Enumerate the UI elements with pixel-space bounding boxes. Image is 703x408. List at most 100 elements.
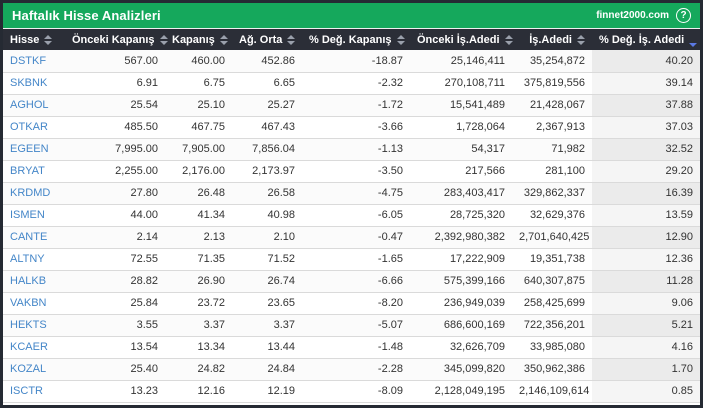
column-header-hisse[interactable]: Hisse xyxy=(3,29,65,50)
value-cell: 37.88 xyxy=(592,94,700,117)
value-cell: 25.84 xyxy=(65,292,165,315)
column-header-onceki-kapanis[interactable]: Önceki Kapanış xyxy=(65,29,168,50)
value-cell: 2,173.97 xyxy=(232,160,302,183)
value-cell: -2.28 xyxy=(302,358,410,381)
value-cell: -1.65 xyxy=(302,248,410,271)
value-cell: 11.28 xyxy=(592,270,700,293)
sort-arrows-icon xyxy=(44,34,53,45)
brand-area: finnet2000.com ? xyxy=(596,8,691,23)
ticker-cell[interactable]: HEKTS xyxy=(3,314,65,337)
value-cell: 26.48 xyxy=(165,182,232,205)
value-cell: 15,541,489 xyxy=(410,94,512,117)
value-cell: 24.84 xyxy=(232,358,302,381)
ticker-cell[interactable]: DSTKF xyxy=(3,50,65,73)
table-body: DSTKF 567.00 460.00 452.86 -18.87 25,146,411 3… xyxy=(3,50,700,403)
table-row: CANTE 2.14 2.13 2.10 -0.47 2,392,980,382 2,701… xyxy=(3,226,700,249)
ticker-cell[interactable]: CANTE xyxy=(3,226,65,249)
sort-arrows-icon xyxy=(219,34,228,45)
table-row: SKBNK 6.91 6.75 6.65 -2.32 270,108,711 375,819… xyxy=(3,72,700,95)
column-header-is-adedi[interactable]: İş.Adedi xyxy=(512,29,592,50)
value-cell: 345,099,820 xyxy=(410,358,512,381)
ticker-cell[interactable]: KCAER xyxy=(3,336,65,359)
value-cell: 375,819,556 xyxy=(512,72,592,95)
value-cell: 32,629,376 xyxy=(512,204,592,227)
table-row: KRDMD 27.80 26.48 26.58 -4.75 283,403,417 329,… xyxy=(3,182,700,205)
table-row: KCAER 13.54 13.34 13.44 -1.48 32,626,709 33,98… xyxy=(3,336,700,359)
column-header-pct-deg-is-adedi[interactable]: % Değ. İş. Adedi xyxy=(592,29,700,50)
ticker-cell[interactable]: BRYAT xyxy=(3,160,65,183)
value-cell: 72.55 xyxy=(65,248,165,271)
value-cell: 1.70 xyxy=(592,358,700,381)
value-cell: 29.20 xyxy=(592,160,700,183)
value-cell: 3.37 xyxy=(165,314,232,337)
value-cell: 467.43 xyxy=(232,116,302,139)
value-cell: 2.14 xyxy=(65,226,165,249)
value-cell: -1.72 xyxy=(302,94,410,117)
ticker-cell[interactable]: HALKB xyxy=(3,270,65,293)
column-header-ag-orta[interactable]: Ağ. Orta xyxy=(232,29,302,50)
value-cell: 24.82 xyxy=(165,358,232,381)
value-cell: 28,725,320 xyxy=(410,204,512,227)
sort-arrows-icon xyxy=(396,34,405,45)
value-cell: 236,949,039 xyxy=(410,292,512,315)
ticker-cell[interactable]: ALTNY xyxy=(3,248,65,271)
column-header-kapanis[interactable]: Kapanış xyxy=(165,29,232,50)
value-cell: 12.16 xyxy=(165,380,232,403)
sort-arrows-icon xyxy=(287,34,296,45)
value-cell: 2.13 xyxy=(165,226,232,249)
value-cell: -6.05 xyxy=(302,204,410,227)
column-label: Ağ. Orta xyxy=(239,33,283,46)
ticker-cell[interactable]: KOZAL xyxy=(3,358,65,381)
value-cell: 28.82 xyxy=(65,270,165,293)
sort-desc-icon xyxy=(689,42,698,47)
column-label: % Değ. Kapanış xyxy=(309,33,392,46)
ticker-cell[interactable]: ISMEN xyxy=(3,204,65,227)
help-icon[interactable]: ? xyxy=(676,8,691,23)
ticker-cell[interactable]: KRDMD xyxy=(3,182,65,205)
value-cell: 575,399,166 xyxy=(410,270,512,293)
titlebar-divider xyxy=(3,28,700,29)
sort-arrows-icon xyxy=(504,34,513,45)
table-row: VAKBN 25.84 23.72 23.65 -8.20 236,949,039 258,… xyxy=(3,292,700,315)
table-row: HEKTS 3.55 3.37 3.37 -5.07 686,600,169 722,356… xyxy=(3,314,700,337)
value-cell: 6.91 xyxy=(65,72,165,95)
column-header-onceki-is-adedi[interactable]: Önceki İş.Adedi xyxy=(410,29,513,50)
value-cell: -3.50 xyxy=(302,160,410,183)
value-cell: 2,367,913 xyxy=(512,116,592,139)
ticker-cell[interactable]: EGEEN xyxy=(3,138,65,161)
value-cell: 25,146,411 xyxy=(410,50,512,73)
value-cell: 19,351,738 xyxy=(512,248,592,271)
ticker-cell[interactable]: VAKBN xyxy=(3,292,65,315)
value-cell: 722,356,201 xyxy=(512,314,592,337)
value-cell: 25.54 xyxy=(65,94,165,117)
title-bar: Haftalık Hisse Analizleri finnet2000.com… xyxy=(3,3,700,28)
ticker-cell[interactable]: SKBNK xyxy=(3,72,65,95)
column-label: İş.Adedi xyxy=(529,33,572,46)
value-cell: 2.10 xyxy=(232,226,302,249)
value-cell: 567.00 xyxy=(65,50,165,73)
column-header-pct-deg-kapanis[interactable]: % Değ. Kapanış xyxy=(302,29,410,50)
value-cell: 7,995.00 xyxy=(65,138,165,161)
value-cell: -8.09 xyxy=(302,380,410,403)
ticker-cell[interactable]: ISCTR xyxy=(3,380,65,403)
table-row: HALKB 28.82 26.90 26.74 -6.66 575,399,166 640,… xyxy=(3,270,700,293)
value-cell: -1.13 xyxy=(302,138,410,161)
table-row: BRYAT 2,255.00 2,176.00 2,173.97 -3.50 217,56… xyxy=(3,160,700,183)
value-cell: 9.06 xyxy=(592,292,700,315)
ticker-cell[interactable]: AGHOL xyxy=(3,94,65,117)
column-label: Önceki İş.Adedi xyxy=(417,33,500,46)
value-cell: 13.23 xyxy=(65,380,165,403)
value-cell: -18.87 xyxy=(302,50,410,73)
value-cell: 71,982 xyxy=(512,138,592,161)
page-title: Haftalık Hisse Analizleri xyxy=(12,8,161,23)
value-cell: 350,962,386 xyxy=(512,358,592,381)
value-cell: 3.37 xyxy=(232,314,302,337)
table-row: ISCTR 13.23 12.16 12.19 -8.09 2,128,049,195 2,… xyxy=(3,380,700,403)
value-cell: 1,728,064 xyxy=(410,116,512,139)
value-cell: 281,100 xyxy=(512,160,592,183)
value-cell: 283,403,417 xyxy=(410,182,512,205)
value-cell: 39.14 xyxy=(592,72,700,95)
value-cell: 5.21 xyxy=(592,314,700,337)
value-cell: 26.90 xyxy=(165,270,232,293)
ticker-cell[interactable]: OTKAR xyxy=(3,116,65,139)
